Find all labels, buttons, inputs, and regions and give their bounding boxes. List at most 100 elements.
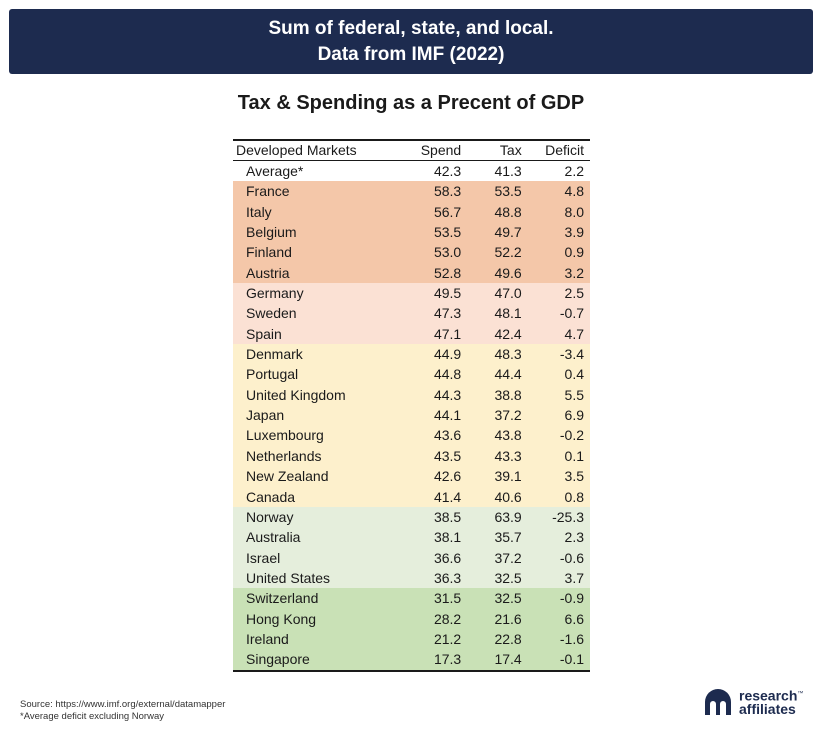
table-row: Italy 56.7 48.8 8.0 xyxy=(233,201,590,223)
cell-market-name: Portugal xyxy=(233,364,403,385)
cell-spend: 36.3 xyxy=(402,567,462,589)
cell-market-name: Australia xyxy=(233,527,403,548)
cell-deficit: 3.2 xyxy=(521,262,590,284)
cell-deficit: 2.5 xyxy=(521,283,590,304)
cell-spend: 47.3 xyxy=(402,303,462,324)
cell-deficit: -3.4 xyxy=(521,344,590,365)
cell-market-name: United States xyxy=(233,567,403,589)
cell-spend: 44.9 xyxy=(402,344,462,365)
cell-tax: 39.1 xyxy=(461,466,522,487)
cell-spend: 21.2 xyxy=(402,628,462,650)
cell-deficit: 3.5 xyxy=(521,466,590,487)
cell-tax: 43.3 xyxy=(461,445,522,467)
cell-market-name: Italy xyxy=(233,201,403,223)
column-header-deficit: Deficit xyxy=(521,140,590,161)
table-row: Luxembourg 43.6 43.8 -0.2 xyxy=(233,425,590,446)
table-row: New Zealand 42.6 39.1 3.5 xyxy=(233,466,590,487)
cell-deficit: 4.8 xyxy=(521,181,590,202)
cell-deficit: -25.3 xyxy=(521,506,590,528)
data-table: Developed Markets Spend Tax Deficit Aver… xyxy=(233,139,590,672)
cell-tax: 40.6 xyxy=(461,486,522,507)
table-row: Japan 44.1 37.2 6.9 xyxy=(233,405,590,426)
cell-market-name: New Zealand xyxy=(233,466,403,487)
cell-deficit: 8.0 xyxy=(521,201,590,223)
table-row: France 58.3 53.5 4.8 xyxy=(233,181,590,202)
table-row: Canada 41.4 40.6 0.8 xyxy=(233,486,590,507)
table-title: Tax & Spending as a Precent of GDP xyxy=(237,92,585,114)
table-row: Denmark 44.9 48.3 -3.4 xyxy=(233,344,590,365)
cell-tax: 32.5 xyxy=(461,588,522,609)
cell-deficit: 0.1 xyxy=(521,445,590,467)
cell-market-name: Japan xyxy=(233,405,403,426)
cell-market-name: Finland xyxy=(233,242,403,263)
cell-tax: 48.3 xyxy=(461,344,522,365)
cell-deficit: 2.2 xyxy=(521,160,590,182)
column-header-spend: Spend xyxy=(402,140,462,161)
cell-market-name: Luxembourg xyxy=(233,425,403,446)
cell-deficit: 0.9 xyxy=(521,242,590,263)
cell-spend: 44.1 xyxy=(402,405,462,426)
footer-notes: Source: https://www.imf.org/external/dat… xyxy=(20,699,225,723)
table-row: Hong Kong 28.2 21.6 6.6 xyxy=(233,608,590,629)
cell-tax: 48.1 xyxy=(461,303,522,324)
cell-spend: 42.3 xyxy=(402,160,462,182)
cell-market-name: Denmark xyxy=(233,344,403,365)
cell-tax: 52.2 xyxy=(461,242,522,263)
cell-spend: 28.2 xyxy=(402,608,462,629)
cell-market-name: Ireland xyxy=(233,628,403,650)
table-row: United Kingdom 44.3 38.8 5.5 xyxy=(233,384,590,406)
cell-spend: 47.1 xyxy=(402,323,462,345)
cell-deficit: -0.2 xyxy=(521,425,590,446)
header-banner: Sum of federal, state, and local. Data f… xyxy=(9,9,813,74)
cell-market-name: Austria xyxy=(233,262,403,284)
cell-deficit: 2.3 xyxy=(521,527,590,548)
cell-tax: 17.4 xyxy=(461,649,522,671)
cell-tax: 22.8 xyxy=(461,628,522,650)
cell-deficit: -0.9 xyxy=(521,588,590,609)
cell-spend: 38.5 xyxy=(402,506,462,528)
cell-market-name: Singapore xyxy=(233,649,403,671)
cell-spend: 17.3 xyxy=(402,649,462,671)
cell-spend: 36.6 xyxy=(402,547,462,568)
table-body: Average* 42.3 41.3 2.2 France 58.3 53.5 4.8 Ital… xyxy=(233,160,590,671)
cell-tax: 42.4 xyxy=(461,323,522,345)
table-row: Germany 49.5 47.0 2.5 xyxy=(233,283,590,304)
banner-line-1: Sum of federal, state, and local. xyxy=(268,17,554,39)
cell-market-name: Sweden xyxy=(233,303,403,324)
table-row: Australia 38.1 35.7 2.3 xyxy=(233,527,590,548)
cell-tax: 38.8 xyxy=(461,384,522,406)
cell-spend: 44.3 xyxy=(402,384,462,406)
cell-spend: 43.6 xyxy=(402,425,462,446)
logo-trademark: ™ xyxy=(797,691,804,698)
table-row: Israel 36.6 37.2 -0.6 xyxy=(233,547,590,568)
cell-market-name: Germany xyxy=(233,283,403,304)
source-note: Source: https://www.imf.org/external/dat… xyxy=(20,699,226,710)
table-row: Portugal 44.8 44.4 0.4 xyxy=(233,364,590,385)
logo-text-research: research xyxy=(739,687,798,704)
cell-market-name: France xyxy=(233,181,403,202)
cell-spend: 44.8 xyxy=(402,364,462,385)
table-row: Average* 42.3 41.3 2.2 xyxy=(233,160,590,182)
cell-deficit: 6.9 xyxy=(521,405,590,426)
cell-tax: 41.3 xyxy=(461,160,522,182)
cell-spend: 43.5 xyxy=(402,445,462,467)
banner-line-2: Data from IMF (2022) xyxy=(317,43,505,65)
cell-tax: 49.7 xyxy=(461,222,522,243)
logo-wordmark: research™ affiliates xyxy=(739,688,803,716)
cell-market-name: Spain xyxy=(233,323,403,345)
cell-market-name: Netherlands xyxy=(233,445,403,467)
logo-text-affiliates: affiliates xyxy=(739,700,796,717)
cell-deficit: 3.9 xyxy=(521,222,590,243)
cell-spend: 53.0 xyxy=(402,242,462,263)
column-header-tax: Tax xyxy=(461,140,522,161)
cell-spend: 52.8 xyxy=(402,262,462,284)
table-row: Norway 38.5 63.9 -25.3 xyxy=(233,506,590,528)
cell-market-name: Israel xyxy=(233,547,403,568)
cell-deficit: -0.1 xyxy=(521,649,590,671)
table-header-row: Developed Markets Spend Tax Deficit xyxy=(233,140,590,161)
table-row: Switzerland 31.5 32.5 -0.9 xyxy=(233,588,590,609)
table-row: Netherlands 43.5 43.3 0.1 xyxy=(233,445,590,467)
table-row: Ireland 21.2 22.8 -1.6 xyxy=(233,628,590,650)
cell-tax: 63.9 xyxy=(461,506,522,528)
cell-tax: 49.6 xyxy=(461,262,522,284)
